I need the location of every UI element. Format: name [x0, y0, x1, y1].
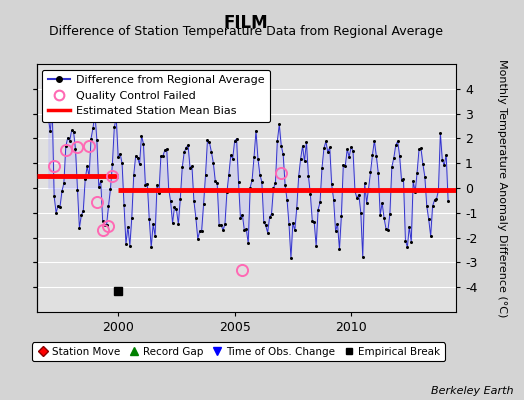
Y-axis label: Monthly Temperature Anomaly Difference (°C): Monthly Temperature Anomaly Difference (… — [497, 59, 507, 317]
Text: FILM: FILM — [224, 14, 269, 32]
Legend: Difference from Regional Average, Quality Control Failed, Estimated Station Mean: Difference from Regional Average, Qualit… — [42, 70, 270, 122]
Text: Difference of Station Temperature Data from Regional Average: Difference of Station Temperature Data f… — [49, 25, 443, 38]
Text: Berkeley Earth: Berkeley Earth — [431, 386, 514, 396]
Legend: Station Move, Record Gap, Time of Obs. Change, Empirical Break: Station Move, Record Gap, Time of Obs. C… — [32, 342, 445, 361]
